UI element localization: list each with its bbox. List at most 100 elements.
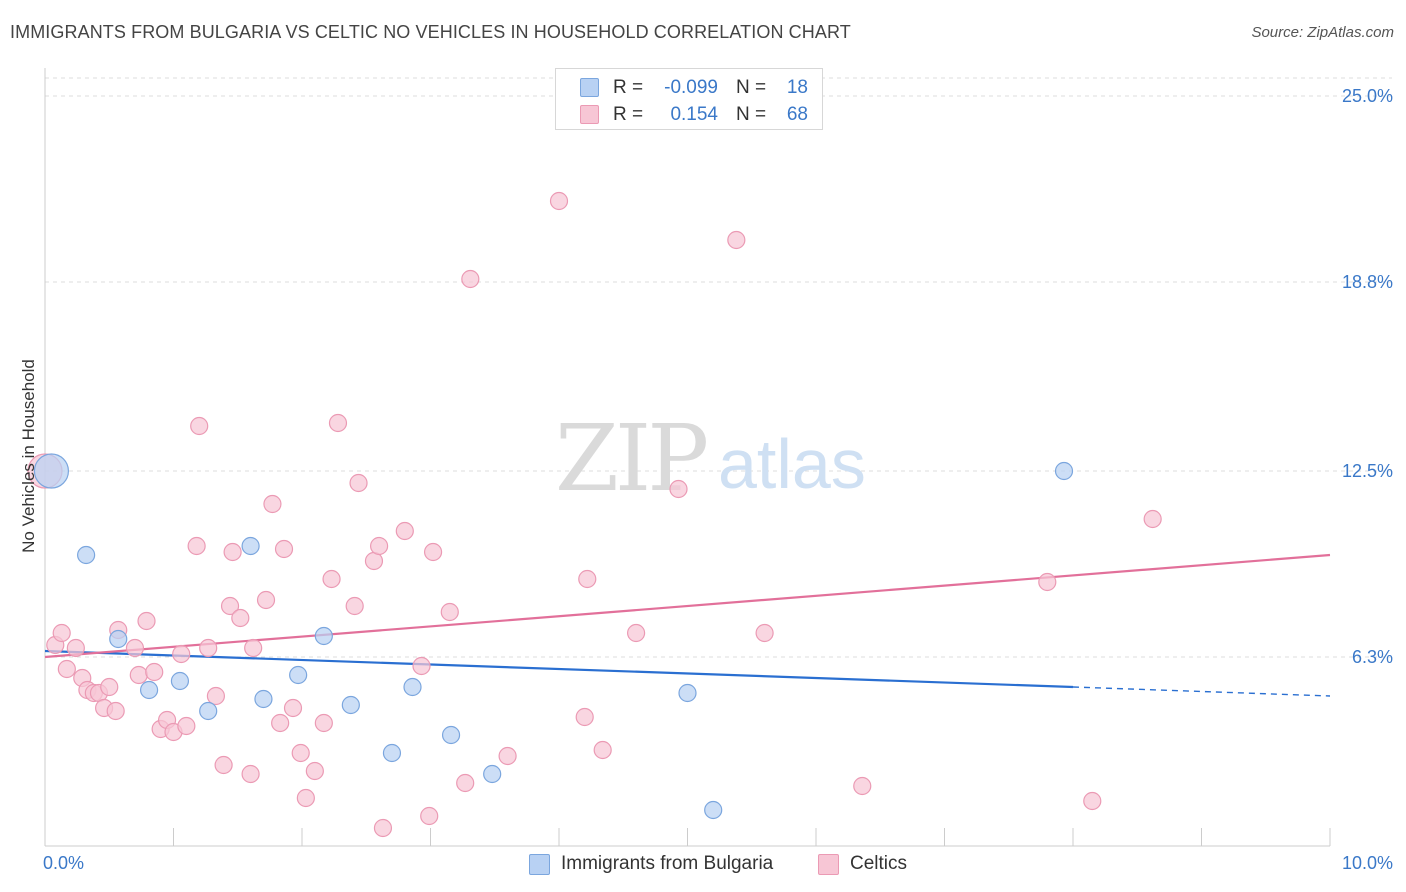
y-tick-label: 25.0% bbox=[1342, 86, 1393, 106]
series-legend-bulgaria: Immigrants from Bulgaria bbox=[529, 852, 799, 876]
celtics-point bbox=[177, 716, 196, 736]
celtics-point bbox=[190, 416, 209, 436]
legend-r-value: 0.154 bbox=[670, 104, 718, 125]
bulgaria-point bbox=[33, 453, 70, 489]
celtics-point bbox=[187, 536, 206, 556]
celtics-point bbox=[395, 521, 414, 541]
celtics-point bbox=[498, 746, 517, 766]
bulgaria-trend-line bbox=[44, 649, 1074, 689]
celtics-point bbox=[137, 611, 156, 631]
celtics-point bbox=[420, 806, 439, 826]
celtics-point bbox=[349, 473, 368, 493]
bulgaria-point bbox=[382, 743, 402, 763]
bulgaria-point bbox=[241, 536, 260, 556]
watermark-atlas: atlas bbox=[718, 425, 866, 503]
celtics-point bbox=[52, 623, 71, 643]
celtics-point bbox=[100, 677, 119, 697]
celtics-point bbox=[244, 638, 263, 658]
legend-swatch-blue bbox=[580, 78, 599, 97]
celtics-point bbox=[145, 662, 164, 682]
celtics-point bbox=[575, 707, 594, 727]
bulgaria-point bbox=[170, 671, 190, 691]
celtics-point bbox=[220, 596, 240, 616]
series-legend-celtics: Celtics bbox=[818, 852, 928, 876]
series-swatch-blue bbox=[529, 854, 550, 875]
celtics-point bbox=[231, 608, 250, 628]
legend-row-bulgaria: R = -0.099 N = 18 bbox=[556, 75, 824, 101]
y-tick-label: 12.5% bbox=[1342, 461, 1393, 481]
celtics-point bbox=[669, 479, 688, 499]
legend-r-label: R = bbox=[613, 77, 644, 98]
celtics-point bbox=[199, 638, 218, 658]
bulgaria-point bbox=[254, 689, 273, 709]
celtics-trend-line bbox=[44, 553, 1331, 659]
series-label: Immigrants from Bulgaria bbox=[561, 853, 774, 874]
celtics-point bbox=[214, 755, 233, 775]
celtics-point bbox=[283, 698, 303, 718]
celtics-point bbox=[755, 623, 774, 643]
legend-n-value: 18 bbox=[786, 77, 808, 98]
celtics-point bbox=[172, 644, 191, 664]
celtics-point bbox=[593, 740, 612, 760]
celtics-point bbox=[853, 776, 872, 796]
celtics-point bbox=[129, 665, 148, 685]
watermark: ZIP atlas bbox=[555, 405, 866, 512]
bulgaria-point bbox=[341, 695, 360, 715]
trend-layer bbox=[44, 553, 1331, 697]
source-credit: Source: ZipAtlas.com bbox=[1251, 24, 1394, 41]
celtics-point bbox=[456, 773, 475, 793]
y-tick-label: 18.8% bbox=[1342, 272, 1393, 292]
celtics-point bbox=[223, 542, 242, 562]
celtics-point bbox=[578, 569, 597, 589]
celtics-point bbox=[106, 701, 125, 721]
bulgaria-point bbox=[678, 683, 697, 703]
celtics-point bbox=[1083, 791, 1102, 811]
celtics-point bbox=[440, 602, 459, 622]
celtics-point bbox=[373, 818, 393, 838]
correlation-legend: R = -0.099 N = 18 R = 0.154 N = 68 bbox=[555, 68, 823, 130]
celtics-point bbox=[328, 413, 348, 433]
bulgaria-point bbox=[109, 629, 128, 649]
celtics-point bbox=[314, 713, 333, 733]
celtics-point bbox=[66, 638, 85, 658]
bulgaria-point bbox=[483, 764, 502, 784]
series-swatch-pink bbox=[818, 854, 839, 875]
legend-n-label: N = bbox=[736, 104, 767, 125]
celtics-point bbox=[626, 623, 646, 643]
chart-title: IMMIGRANTS FROM BULGARIA VS CELTIC NO VE… bbox=[10, 22, 851, 42]
celtics-point bbox=[345, 596, 364, 616]
y-axis-label: No Vehicles in Household bbox=[19, 359, 38, 553]
axis-layer: 6.3% 12.5% 18.8% 25.0% 0.0% 10.0% bbox=[43, 68, 1393, 873]
legend-r-label: R = bbox=[613, 104, 644, 125]
legend-row-celtics: R = 0.154 N = 68 bbox=[556, 102, 824, 128]
legend-n-label: N = bbox=[736, 77, 767, 98]
bulgaria-point bbox=[1054, 461, 1074, 481]
legend-n-value: 68 bbox=[786, 104, 808, 125]
bulgaria-point bbox=[77, 545, 96, 565]
x-tick-label: 10.0% bbox=[1342, 853, 1393, 873]
celtics-point bbox=[727, 230, 746, 250]
legend-r-value: -0.099 bbox=[664, 77, 718, 98]
celtics-point bbox=[291, 743, 310, 763]
series-label: Celtics bbox=[850, 853, 908, 874]
celtics-point bbox=[370, 536, 389, 556]
celtics-point bbox=[256, 590, 276, 610]
celtics-point bbox=[461, 269, 480, 289]
y-tick-label: 6.3% bbox=[1352, 647, 1393, 667]
celtics-point bbox=[1143, 509, 1162, 529]
bulgaria-point bbox=[314, 626, 333, 646]
celtics-point bbox=[322, 569, 341, 589]
x-tick-label: 0.0% bbox=[43, 853, 84, 873]
bulgaria-point bbox=[441, 725, 461, 745]
celtics-point bbox=[274, 539, 294, 559]
bulgaria-point bbox=[139, 680, 159, 700]
legend-swatch-pink bbox=[580, 105, 599, 124]
celtics-point bbox=[57, 659, 76, 679]
celtics-point bbox=[305, 761, 324, 781]
celtics-point bbox=[423, 542, 443, 562]
celtics-point bbox=[549, 191, 569, 211]
celtics-point bbox=[412, 656, 431, 676]
bulgaria-point bbox=[289, 665, 308, 685]
celtics-point bbox=[206, 686, 226, 706]
